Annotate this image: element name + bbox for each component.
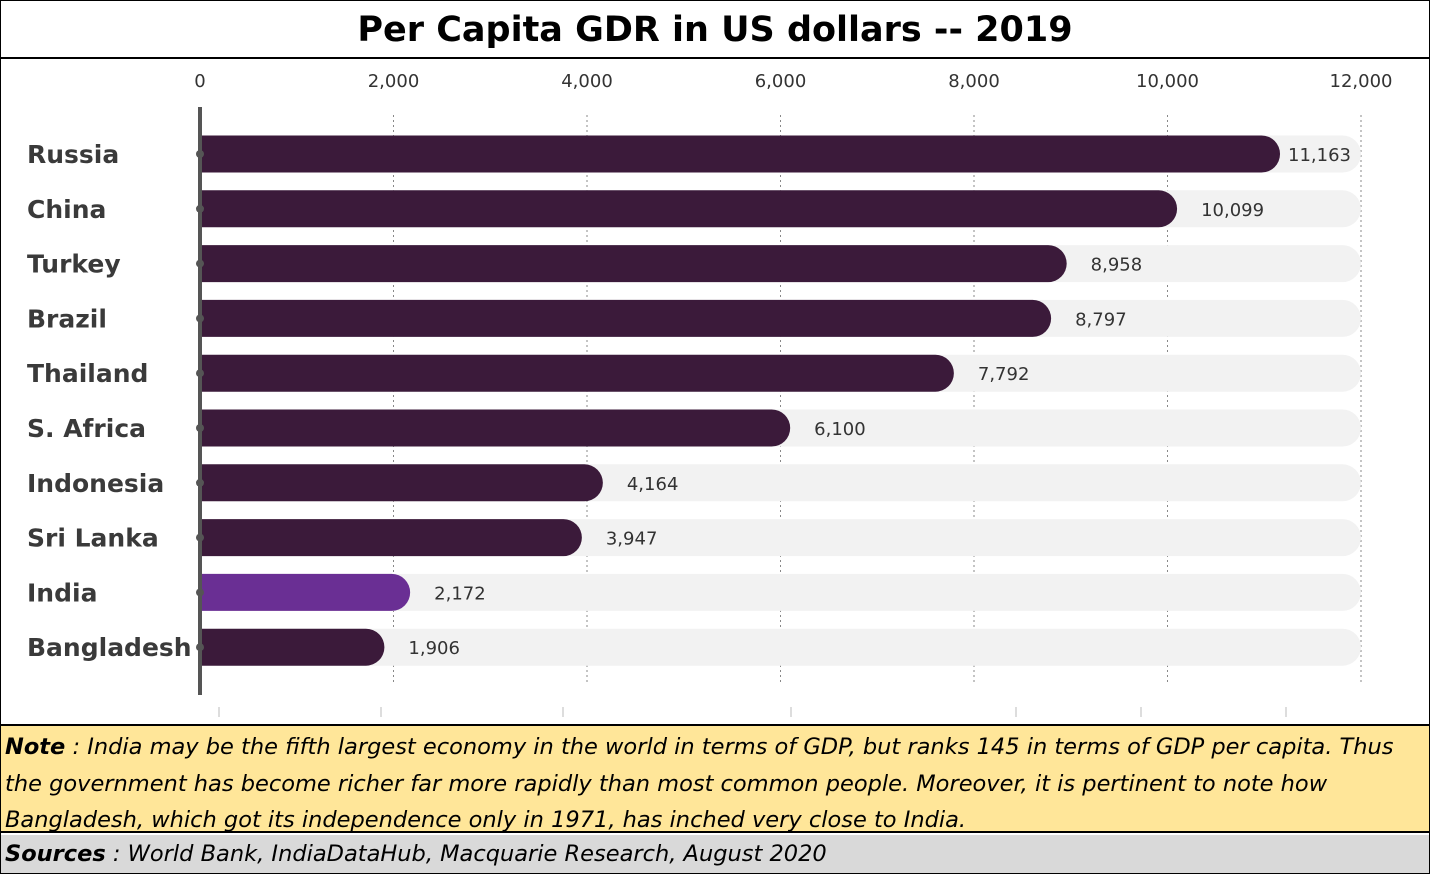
value-label: 8,797 [1075,309,1127,330]
note-label: Note [5,734,66,760]
sources-text: : World Bank, IndiaDataHub, Macquarie Re… [105,841,827,867]
bar [200,628,385,666]
x-tick-label: 8,000 [948,71,1000,92]
bar [200,135,1281,173]
bar [200,464,603,502]
sources-panel: Sources : World Bank, IndiaDataHub, Macq… [1,835,1429,873]
sources-label: Sources [5,841,106,867]
x-tick-label: 12,000 [1330,71,1393,92]
category-label: India [27,578,97,607]
value-label: 2,172 [434,583,486,604]
value-label: 10,099 [1201,200,1264,221]
bar-track [200,628,1361,666]
bar [200,573,411,611]
x-tick-label: 2,000 [368,71,420,92]
value-label: 7,792 [978,364,1030,385]
value-label: 11,163 [1288,145,1351,166]
category-label: Turkey [27,250,121,279]
category-label: Sri Lanka [27,524,159,553]
category-label: China [27,195,106,224]
category-label: S. Africa [27,414,146,443]
note-text: : India may be the fifth largest economy… [5,734,1394,833]
category-label: Brazil [27,304,107,333]
value-label: 1,906 [408,638,460,659]
category-label: Russia [27,140,119,169]
bar-chart: 0 2,000 4,000 6,000 8,000 10,000 12,000 Russia 1… [27,71,1393,717]
bar [200,299,1052,337]
bar [200,519,582,557]
value-label: 4,164 [627,474,679,495]
chart-title: Per Capita GDR in US dollars -- 2019 [1,1,1429,59]
bar-track [200,573,1361,611]
value-label: 3,947 [606,529,658,550]
x-tick-label: 10,000 [1136,71,1199,92]
note-panel: Note : India may be the fifth largest ec… [1,724,1429,833]
category-label: Indonesia [27,469,164,498]
bar [200,409,791,447]
category-label: Bangladesh [27,633,192,662]
chart-area: 0 2,000 4,000 6,000 8,000 10,000 12,000 Russia 1… [1,59,1429,723]
value-label: 6,100 [814,419,866,440]
category-label: Thailand [27,359,148,388]
bar [200,245,1067,283]
x-tick-label: 6,000 [755,71,807,92]
bar [200,354,954,392]
x-tick-label: 0 [194,71,205,92]
bar [200,190,1178,228]
value-label: 8,958 [1091,255,1143,276]
x-tick-label: 4,000 [561,71,613,92]
